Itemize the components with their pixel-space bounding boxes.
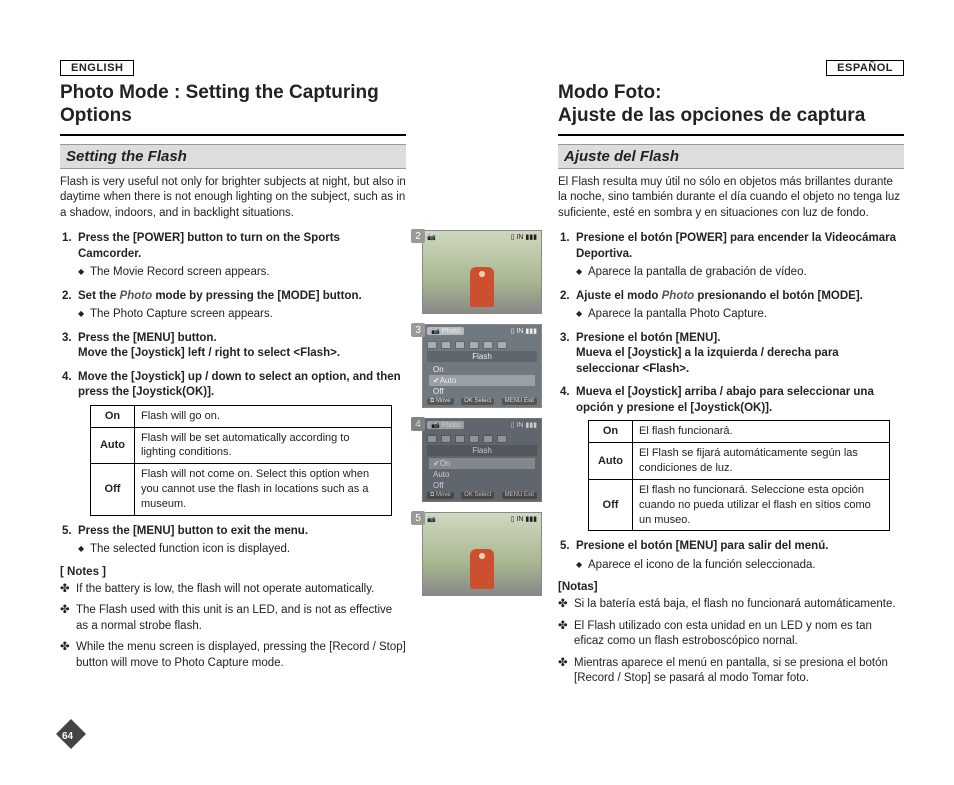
step-4-en: 4.Move the [Joystick] up / down to selec…	[78, 370, 406, 516]
section-head-en: Setting the Flash	[60, 144, 406, 169]
lang-tag-english: ENGLISH	[60, 60, 134, 76]
english-column: ENGLISH Photo Mode : Setting the Capturi…	[60, 60, 412, 693]
step-5-en: 5.Press the [MENU] button to exit the me…	[78, 524, 406, 558]
note-en: The Flash used with this unit is an LED,…	[60, 603, 406, 634]
step-4-es: 4.Mueva el [Joystick] arriba / abajo par…	[576, 385, 904, 531]
lcd-shot-5: 5 📷▯ IN ▮▮▮	[422, 512, 542, 596]
note-es: El Flash utilizado con esta unidad en un…	[558, 619, 904, 650]
step-badge-icon: 2	[411, 229, 425, 243]
notes-head-es: [Notas]	[558, 581, 904, 593]
step-badge-icon: 3	[411, 323, 425, 337]
step-badge-icon: 5	[411, 511, 425, 525]
lcd-shot-2: 2 📷▯ IN ▮▮▮	[422, 230, 542, 314]
note-en: While the menu screen is displayed, pres…	[60, 640, 406, 671]
step-badge-icon: 4	[411, 417, 425, 431]
step-1-es: 1.Presione el botón [POWER] para encende…	[576, 231, 904, 281]
flash-table-es: OnEl flash funcionará. AutoEl Flash se f…	[588, 420, 890, 531]
intro-en: Flash is very useful not only for bright…	[60, 175, 406, 222]
title-es: Modo Foto:Ajuste de las opciones de capt…	[558, 78, 904, 136]
lcd-shot-3: 3 📷 Photo▯ IN ▮▮▮ Flash On ✔Auto Off ⧉ M…	[422, 324, 542, 408]
step-1-en: 1.Press the [POWER] button to turn on th…	[78, 231, 406, 281]
step-2-es: 2.Ajuste el modo Photo presionando el bo…	[576, 289, 904, 323]
note-en: If the battery is low, the flash will no…	[60, 582, 406, 598]
notes-head-en: [ Notes ]	[60, 566, 406, 578]
section-head-es: Ajuste del Flash	[558, 144, 904, 169]
spanish-column: ESPAÑOL Modo Foto:Ajuste de las opciones…	[552, 60, 904, 693]
lang-tag-spanish: ESPAÑOL	[826, 60, 904, 76]
note-es: Si la batería está baja, el flash no fun…	[558, 597, 904, 613]
title-en: Photo Mode : Setting the Capturing Optio…	[60, 78, 406, 136]
lcd-column: 2 📷▯ IN ▮▮▮ 3 📷 Photo▯ IN ▮▮▮ Flash On ✔…	[422, 60, 542, 693]
flash-table-en: OnFlash will go on. AutoFlash will be se…	[90, 405, 392, 516]
note-es: Mientras aparece el menú en pantalla, si…	[558, 656, 904, 687]
step-2-en: 2.Set the Photo mode by pressing the [MO…	[78, 289, 406, 323]
page-number: 64	[62, 731, 73, 742]
step-5-es: 5.Presione el botón [MENU] para salir de…	[576, 539, 904, 573]
lcd-shot-4: 4 📷 Photo▯ IN ▮▮▮ Flash ✔On Auto Off ⧉ M…	[422, 418, 542, 502]
step-3-en: 3.Press the [MENU] button. Move the [Joy…	[78, 331, 406, 362]
intro-es: El Flash resulta muy útil no sólo en obj…	[558, 175, 904, 222]
step-3-es: 3.Presione el botón [MENU]. Mueva el [Jo…	[576, 331, 904, 378]
